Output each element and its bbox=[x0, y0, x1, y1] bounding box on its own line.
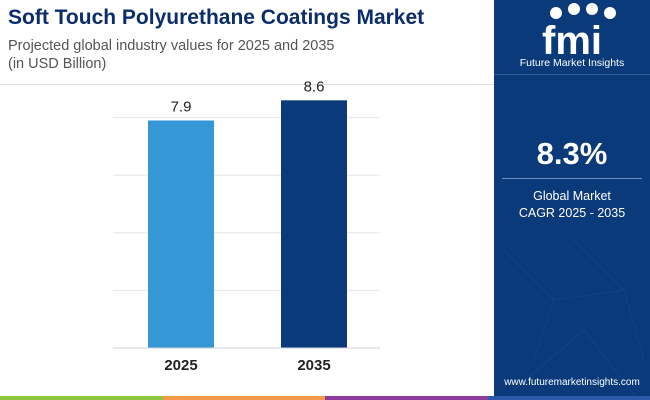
strip-segment-2 bbox=[162, 396, 325, 400]
page-subtitle: Projected global industry values for 202… bbox=[8, 37, 334, 73]
logo-dot-1 bbox=[550, 7, 562, 19]
bottom-color-strip bbox=[0, 396, 650, 400]
panel-texture bbox=[503, 239, 645, 396]
fmi-logo-mark: fmi bbox=[542, 3, 616, 63]
cagr-value: 8.3% bbox=[536, 136, 608, 171]
side-panel: fmi Future Market Insights 8.3% Global M… bbox=[494, 0, 650, 400]
cagr-divider bbox=[502, 178, 642, 179]
data-label-2035: 8.6 bbox=[304, 78, 325, 95]
strip-segment-4 bbox=[487, 396, 650, 400]
cagr-label-line-1: Global Market bbox=[533, 189, 611, 203]
bar-chart: 7.9 2025 8.6 2035 bbox=[113, 78, 380, 374]
subtitle-line-1: Projected global industry values for 202… bbox=[8, 38, 335, 54]
x-tick-label-2025: 2025 bbox=[164, 357, 197, 374]
x-tick-label-2035: 2035 bbox=[297, 357, 330, 374]
logo-dot-2 bbox=[568, 3, 580, 15]
website-link[interactable]: www.futuremarketinsights.com bbox=[504, 377, 640, 388]
bar-2035 bbox=[281, 100, 347, 348]
logo-dot-3 bbox=[586, 3, 598, 15]
strip-segment-3 bbox=[325, 396, 488, 400]
cagr-label-line-2: CAGR 2025 - 2035 bbox=[518, 206, 626, 220]
fmi-logo: fmi Future Market Insights bbox=[494, 0, 650, 80]
cagr-label: Global Market CAGR 2025 - 2035 bbox=[494, 188, 650, 222]
subtitle-line-2: (in USD Billion) bbox=[8, 56, 107, 72]
logo-wordmark: fmi bbox=[542, 19, 602, 58]
logo-caption: Future Market Insights bbox=[519, 57, 625, 69]
header-divider bbox=[0, 84, 494, 85]
bar-2025 bbox=[148, 120, 214, 348]
strip-segment-1 bbox=[0, 396, 163, 400]
data-label-2025: 7.9 bbox=[171, 98, 192, 115]
page-title: Soft Touch Polyurethane Coatings Market bbox=[8, 6, 425, 29]
logo-dot-4 bbox=[604, 7, 616, 19]
panel-divider bbox=[494, 74, 650, 75]
